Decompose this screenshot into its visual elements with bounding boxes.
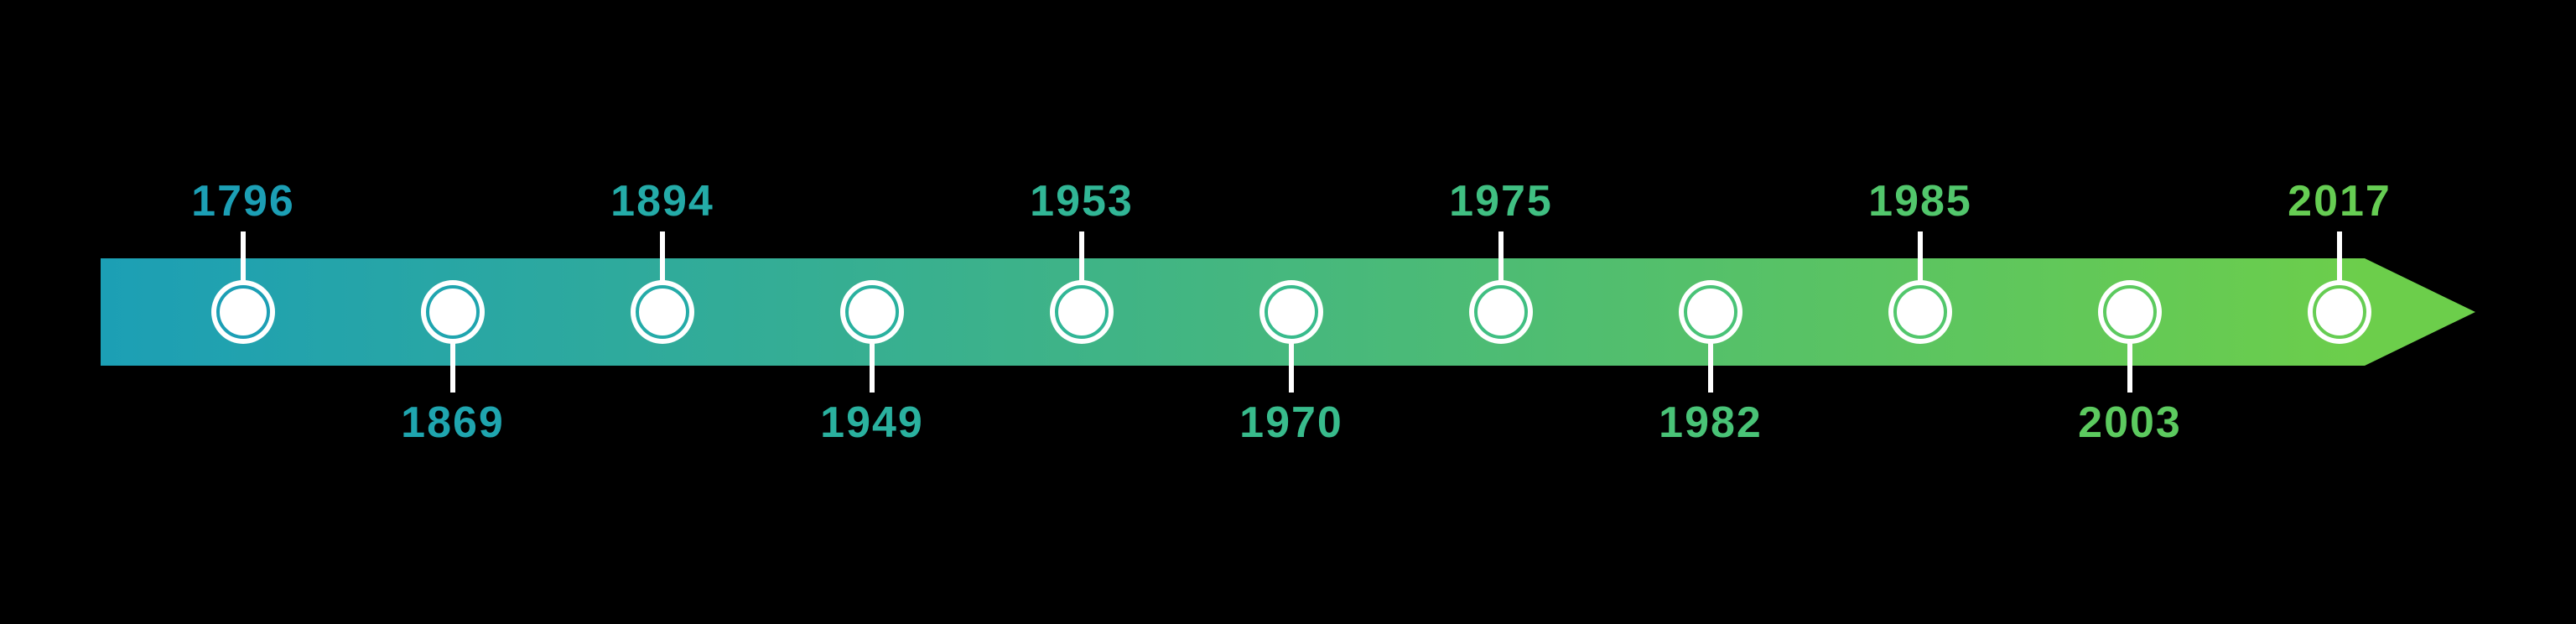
- year-label: 1970: [1191, 401, 1392, 445]
- marker-ring: [1893, 285, 1947, 339]
- year-label: 1953: [981, 179, 1182, 223]
- marker-ring: [1265, 285, 1318, 339]
- year-label: 2003: [2029, 401, 2231, 445]
- marker-dot: [1679, 280, 1742, 344]
- marker-dot: [840, 280, 904, 344]
- year-label: 2017: [2239, 179, 2440, 223]
- marker-ring: [845, 285, 899, 339]
- year-label: 1985: [1820, 179, 2021, 223]
- year-label: 1975: [1400, 179, 1602, 223]
- connector: [2337, 231, 2342, 282]
- connector: [1079, 231, 1084, 282]
- marker-dot: [631, 280, 694, 344]
- connector: [241, 231, 246, 282]
- connector: [2127, 342, 2132, 393]
- connector: [1918, 231, 1923, 282]
- marker-ring: [2103, 285, 2157, 339]
- marker-ring: [426, 285, 480, 339]
- connector: [1289, 342, 1294, 393]
- connector: [1498, 231, 1504, 282]
- connector: [1708, 342, 1713, 393]
- timeline-diagram: 1796 1869 1894 1949 1953 1970 1975 1982 1985 2003…: [0, 0, 2576, 624]
- marker-ring: [216, 285, 270, 339]
- year-label: 1982: [1610, 401, 1811, 445]
- marker-ring: [1055, 285, 1109, 339]
- year-label: 1894: [562, 179, 763, 223]
- marker-dot: [2098, 280, 2162, 344]
- marker-dot: [1888, 280, 1952, 344]
- connector: [660, 231, 665, 282]
- marker-dot: [421, 280, 485, 344]
- marker-dot: [2308, 280, 2371, 344]
- year-label: 1949: [771, 401, 973, 445]
- marker-dot: [1469, 280, 1533, 344]
- timeline-arrow-tip: [2365, 258, 2475, 366]
- marker-ring: [1684, 285, 1737, 339]
- marker-dot: [1050, 280, 1114, 344]
- marker-ring: [1474, 285, 1528, 339]
- connector: [870, 342, 875, 393]
- year-label: 1796: [143, 179, 344, 223]
- year-label: 1869: [352, 401, 553, 445]
- marker-dot: [211, 280, 275, 344]
- timeline: 1796186918941949195319701975198219852003…: [101, 258, 2475, 366]
- connector: [450, 342, 455, 393]
- marker-dot: [1259, 280, 1323, 344]
- marker-ring: [2313, 285, 2366, 339]
- marker-ring: [636, 285, 689, 339]
